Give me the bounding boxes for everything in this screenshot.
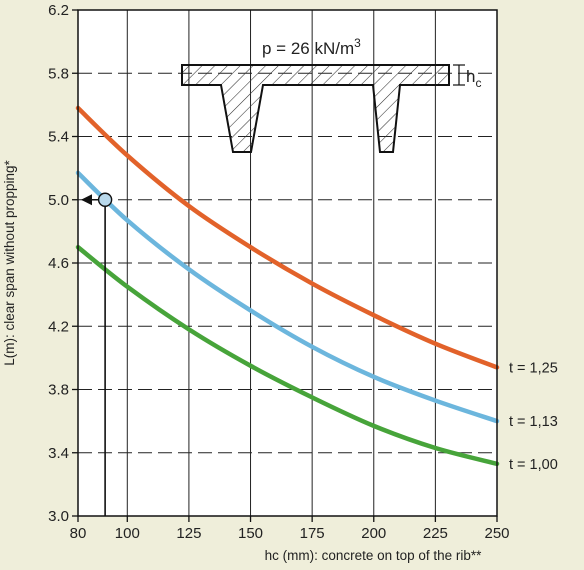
- legend: t = 1,25 t = 1,13 t = 1,00: [509, 360, 558, 472]
- x-tick-label: 125: [176, 525, 201, 542]
- load-label-main: p = 26 kN/m: [262, 39, 354, 58]
- y-tick-label: 5.4: [48, 129, 69, 146]
- y-tick-label: 3.8: [48, 382, 69, 399]
- series-line-3: [75, 244, 500, 467]
- y-tick-label: 5.0: [48, 192, 69, 209]
- y-axis-label: L(m): clear span without propping*: [2, 159, 17, 365]
- y-tick-label: 5.8: [48, 65, 69, 82]
- y-tick-label: 6.2: [48, 2, 69, 19]
- x-axis-label: hc (mm): concrete on top of the rib**: [265, 548, 483, 563]
- marker-point: [97, 192, 113, 207]
- dimension-label-sub: c: [475, 76, 481, 90]
- series-group: [75, 105, 500, 467]
- series-label-3: t = 1,00: [509, 457, 558, 473]
- y-tick-label: 3.4: [48, 445, 69, 462]
- x-tick-label: 80: [70, 525, 87, 542]
- load-label-sup: 3: [354, 36, 361, 50]
- slab-section-shape: [181, 64, 450, 153]
- dimension-label: hc: [466, 67, 481, 90]
- x-axis: 80 100 125 150 175 200 225 250: [70, 516, 510, 542]
- reading-marker: [80, 192, 113, 516]
- series-line-2: [75, 170, 500, 424]
- x-tick-label: 225: [423, 525, 448, 542]
- x-tick-label: 100: [115, 525, 140, 542]
- y-tick-label: 3.0: [48, 508, 69, 525]
- x-tick-label: 175: [300, 525, 325, 542]
- x-tick-label: 250: [484, 525, 509, 542]
- series-line-1: [75, 105, 500, 370]
- slab-cross-section: hc p = 26 kN/m3: [181, 36, 481, 153]
- x-tick-label: 150: [238, 525, 263, 542]
- y-tick-label: 4.6: [48, 255, 69, 272]
- x-tick-label: 200: [361, 525, 386, 542]
- y-tick-label: 4.2: [48, 318, 69, 335]
- series-label-1: t = 1,25: [509, 360, 558, 376]
- series-label-2: t = 1,13: [509, 414, 558, 430]
- y-axis: 3.0 3.4 3.8 4.2 4.6 5.0 5.4 5.8 6.2: [48, 2, 78, 525]
- load-label: p = 26 kN/m3: [262, 36, 361, 58]
- dimension-label-main: h: [466, 67, 475, 86]
